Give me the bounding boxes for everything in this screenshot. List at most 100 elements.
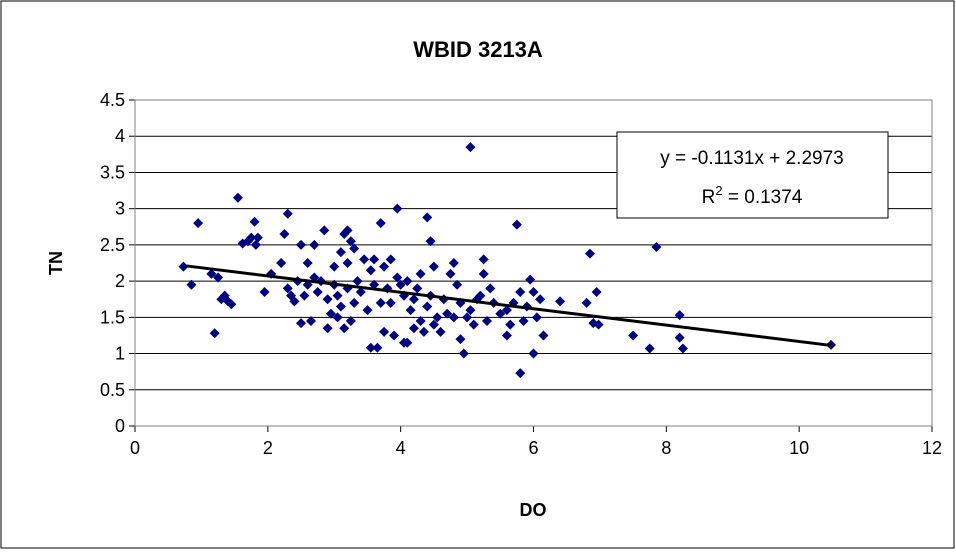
point bbox=[329, 261, 340, 272]
point bbox=[332, 312, 343, 323]
point bbox=[674, 332, 685, 343]
point bbox=[322, 323, 333, 334]
point bbox=[232, 192, 243, 203]
point bbox=[379, 326, 390, 337]
point bbox=[276, 258, 287, 268]
point bbox=[246, 232, 257, 243]
point bbox=[501, 305, 512, 316]
point bbox=[458, 348, 469, 359]
point bbox=[402, 337, 413, 348]
point bbox=[455, 334, 466, 345]
point bbox=[525, 274, 536, 285]
point bbox=[250, 239, 261, 250]
point bbox=[501, 330, 512, 341]
point bbox=[259, 286, 270, 297]
point bbox=[339, 323, 350, 334]
point bbox=[332, 290, 343, 301]
y-tick-label: 2.5 bbox=[100, 235, 125, 255]
point bbox=[279, 229, 290, 240]
point bbox=[428, 319, 439, 330]
point bbox=[296, 318, 307, 329]
r-squared: R2 = 0.1374 bbox=[702, 183, 803, 208]
equation-frame bbox=[616, 131, 889, 219]
point bbox=[375, 218, 386, 229]
point bbox=[392, 203, 403, 214]
point bbox=[531, 312, 542, 323]
point bbox=[402, 276, 413, 287]
point bbox=[355, 286, 366, 297]
point bbox=[518, 315, 529, 326]
point bbox=[468, 319, 479, 330]
point bbox=[296, 239, 307, 250]
point bbox=[362, 305, 373, 316]
point bbox=[538, 330, 549, 341]
point bbox=[342, 225, 353, 236]
point bbox=[462, 312, 473, 323]
r2-text: = 0.1374 bbox=[723, 187, 803, 208]
point bbox=[342, 258, 353, 268]
point bbox=[428, 261, 439, 272]
point bbox=[226, 299, 237, 310]
point bbox=[289, 296, 300, 307]
point bbox=[515, 368, 526, 379]
point bbox=[389, 330, 400, 341]
point bbox=[322, 294, 333, 305]
point bbox=[309, 239, 320, 250]
x-tick-label: 6 bbox=[528, 438, 538, 458]
point bbox=[628, 330, 639, 341]
point bbox=[349, 243, 360, 254]
point bbox=[302, 258, 313, 268]
point bbox=[485, 283, 496, 294]
trendline bbox=[183, 264, 832, 347]
point bbox=[385, 297, 396, 308]
point bbox=[335, 247, 346, 258]
r2-exp: 2 bbox=[715, 183, 722, 198]
point bbox=[325, 308, 336, 319]
x-axis-label: DO bbox=[520, 500, 547, 520]
x-tick-label: 10 bbox=[789, 438, 809, 458]
point bbox=[528, 348, 539, 359]
point bbox=[674, 310, 685, 321]
point bbox=[365, 342, 376, 353]
x-tick-label: 4 bbox=[396, 438, 406, 458]
point bbox=[677, 343, 688, 354]
point bbox=[581, 297, 592, 308]
r2-base: R bbox=[702, 187, 716, 208]
point bbox=[306, 315, 317, 326]
y-tick-label: 3.5 bbox=[100, 162, 125, 182]
chart-title: WBID 3213A bbox=[413, 37, 543, 62]
point bbox=[213, 272, 224, 283]
x-tick-label: 12 bbox=[922, 438, 942, 458]
point bbox=[282, 208, 293, 219]
x-tick-label: 8 bbox=[661, 438, 671, 458]
point bbox=[452, 279, 463, 290]
point bbox=[395, 279, 406, 290]
point bbox=[415, 315, 426, 326]
point bbox=[465, 305, 476, 316]
point bbox=[584, 248, 595, 259]
point bbox=[445, 268, 456, 279]
point bbox=[475, 290, 486, 301]
point bbox=[448, 258, 459, 268]
point bbox=[415, 268, 426, 279]
point bbox=[206, 268, 217, 279]
point bbox=[319, 225, 330, 236]
y-tick-label: 0.5 bbox=[100, 380, 125, 400]
y-tick-label: 1 bbox=[115, 344, 125, 364]
y-tick-label: 4.5 bbox=[100, 90, 125, 110]
equation-box: y = -0.1131x + 2.2973 R2 = 0.1374 bbox=[616, 131, 889, 219]
point bbox=[505, 319, 516, 330]
plot-area: 0 0.5 1 1.5 2 2.5 3 3.5 4 4.5 0 2 4 6 8 10 12 bbox=[100, 90, 942, 458]
point bbox=[375, 297, 386, 308]
point bbox=[405, 305, 416, 316]
point bbox=[651, 242, 662, 253]
point bbox=[422, 212, 433, 223]
point bbox=[209, 328, 220, 339]
point bbox=[495, 308, 506, 319]
point bbox=[515, 286, 526, 297]
plot-border bbox=[134, 99, 933, 427]
point bbox=[478, 254, 489, 265]
y-tick-label: 1.5 bbox=[100, 307, 125, 327]
